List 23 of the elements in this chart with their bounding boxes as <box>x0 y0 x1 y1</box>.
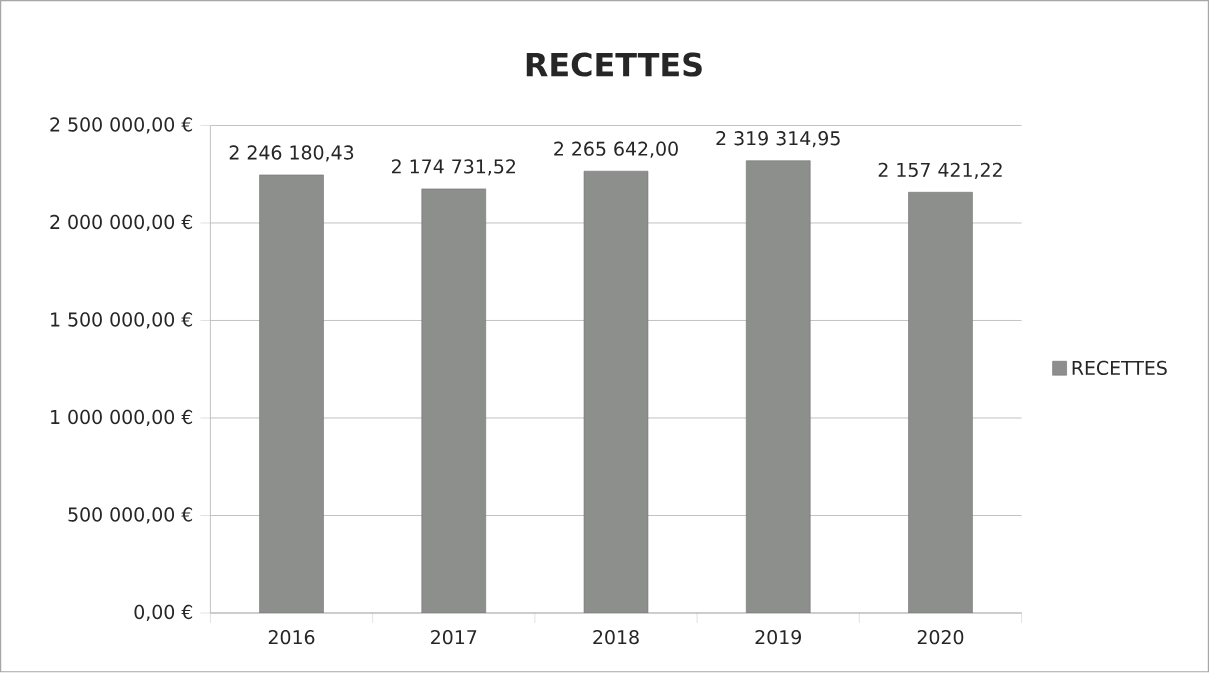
chart-title: RECETTES <box>526 52 702 77</box>
x-tick-label: 2020 <box>917 630 964 645</box>
y-tick-label: 0,00 € <box>134 605 193 622</box>
y-tick-label: 2 000 000,00 € <box>50 215 193 232</box>
data-label: 2 265 642,00 <box>554 141 678 159</box>
data-label: 2 174 731,52 <box>391 159 515 176</box>
bar <box>259 174 324 614</box>
data-label: 2 157 421,22 <box>878 162 1002 180</box>
y-tick-label: 1 500 000,00 € <box>51 312 193 329</box>
data-label: 2 246 180,43 <box>229 145 354 162</box>
x-tick-label: 2019 <box>755 630 801 645</box>
y-tick-label: 500 000,00 € <box>68 507 193 524</box>
x-tick-label: 2018 <box>593 630 639 645</box>
y-tick-label: 1 000 000,00 € <box>51 410 193 427</box>
bar <box>745 160 811 614</box>
data-label: 2 319 314,95 <box>716 131 840 148</box>
bar <box>908 192 973 614</box>
x-tick-label: 2017 <box>431 630 477 645</box>
y-tick-label: 2 500 000,00 € <box>50 117 193 134</box>
bar <box>421 188 487 614</box>
legend-label: RECETTES <box>1072 360 1167 376</box>
x-tick-label: 2016 <box>268 630 315 645</box>
bar <box>583 171 649 614</box>
